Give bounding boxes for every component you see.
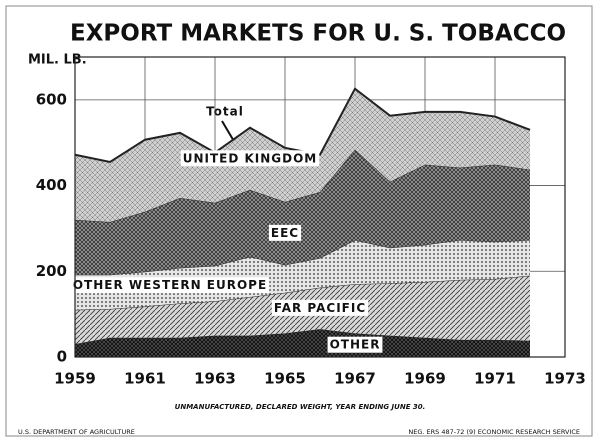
series-label: EEC xyxy=(271,226,299,240)
y-tick-label: 200 xyxy=(36,262,67,280)
x-tick-label: 1969 xyxy=(404,370,446,388)
series-label: FAR PACIFIC xyxy=(274,301,366,315)
chart-title: EXPORT MARKETS FOR U. S. TOBACCO xyxy=(70,21,566,47)
label-bg xyxy=(180,150,320,167)
plot-border xyxy=(74,56,566,358)
y-tick-label: 600 xyxy=(36,90,67,108)
x-tick-label: 1961 xyxy=(124,370,166,388)
x-tick-label: 1963 xyxy=(194,370,236,388)
label-bg xyxy=(327,336,383,353)
series-label: UNITED KINGDOM xyxy=(183,151,318,165)
label-bg xyxy=(271,299,369,316)
series-label: OTHER WESTERN EUROPE xyxy=(73,278,267,292)
area-pattern xyxy=(75,329,530,357)
footer-right: NEG. ERS 487-72 (9) ECONOMIC RESEARCH SE… xyxy=(408,428,580,436)
label-bg xyxy=(70,277,270,294)
y-tick-label: 400 xyxy=(36,176,67,194)
x-tick-label: 1967 xyxy=(334,370,376,388)
area-pattern xyxy=(75,149,530,275)
note: UNMANUFACTURED, DECLARED WEIGHT, YEAR EN… xyxy=(175,403,426,411)
y-tick-label: 0 xyxy=(57,348,67,366)
x-tick-label: 1965 xyxy=(264,370,306,388)
x-tick-label: 1959 xyxy=(54,370,96,388)
footer-left: U.S. DEPARTMENT OF AGRICULTURE xyxy=(18,428,135,436)
annotation: Total xyxy=(206,105,244,119)
y-axis-label: MIL. LB. xyxy=(28,53,87,68)
series-label: OTHER xyxy=(330,338,381,352)
frame xyxy=(5,5,593,437)
x-tick-label: 1971 xyxy=(474,370,516,388)
x-tick-label: 1973 xyxy=(544,370,586,388)
label-bg xyxy=(268,224,302,241)
